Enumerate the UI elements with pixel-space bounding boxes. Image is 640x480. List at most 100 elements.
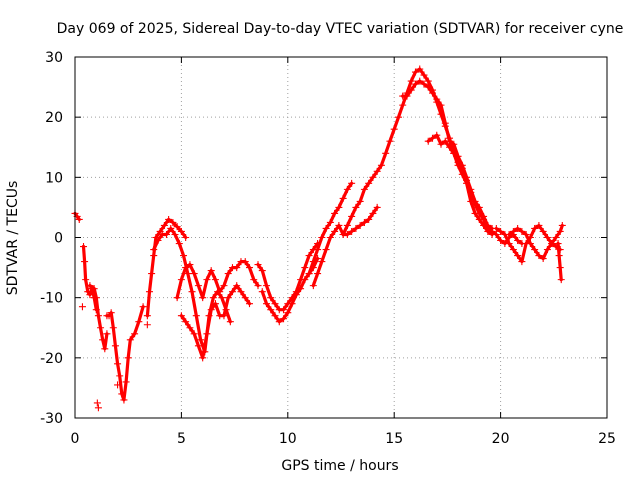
data-point <box>463 176 471 184</box>
data-point <box>365 179 373 187</box>
data-point <box>186 261 194 269</box>
data-point <box>450 140 458 148</box>
data-point <box>99 336 107 344</box>
data-point <box>114 381 122 389</box>
data-point <box>475 209 483 217</box>
data-point <box>437 140 445 148</box>
series-satellite-track-9 <box>254 240 322 314</box>
data-point <box>411 68 419 76</box>
data-point <box>492 224 500 232</box>
data-point <box>233 282 241 290</box>
data-point <box>109 324 117 332</box>
data-point <box>458 164 466 172</box>
data-point <box>80 243 88 251</box>
data-point <box>301 264 309 272</box>
x-tick-label: 10 <box>279 431 297 447</box>
data-point <box>450 149 458 157</box>
data-point <box>150 252 158 260</box>
data-point <box>326 234 334 241</box>
data-point <box>309 258 317 266</box>
data-point <box>192 312 200 320</box>
x-tick-label: 25 <box>598 431 616 447</box>
data-point <box>93 399 101 407</box>
x-tick-label: 5 <box>177 431 186 447</box>
series-satellite-track-5 <box>143 215 190 320</box>
data-point <box>377 161 385 169</box>
data-point <box>211 300 219 308</box>
data-point <box>407 86 415 94</box>
data-point <box>186 324 194 332</box>
data-point <box>122 378 130 386</box>
data-point <box>348 227 356 235</box>
data-point <box>531 224 539 232</box>
data-point <box>558 221 566 229</box>
data-point <box>454 158 462 166</box>
data-point <box>497 237 505 245</box>
data-point <box>165 215 173 223</box>
data-point <box>188 288 196 296</box>
data-point <box>237 288 245 296</box>
data-point <box>309 282 317 290</box>
data-point <box>556 264 564 272</box>
data-point <box>424 77 432 85</box>
data-point <box>305 252 313 260</box>
data-point <box>124 354 132 362</box>
data-point <box>241 258 249 266</box>
axis-tick-labels: 0 5 10 15 20 25 -30 -20 -10 0 10 20 30 <box>40 50 616 447</box>
data-point <box>484 224 492 232</box>
data-point <box>114 360 122 368</box>
data-point <box>343 185 351 193</box>
data-point <box>197 336 205 344</box>
y-axis-label: SDTVAR / TECUs <box>5 181 21 296</box>
data-point <box>555 252 563 260</box>
data-point <box>271 312 279 320</box>
x-tick-label: 20 <box>492 431 510 447</box>
data-point <box>224 294 232 302</box>
data-point <box>190 330 198 338</box>
series-satellite-track-11 <box>305 179 356 278</box>
data-point <box>86 291 94 299</box>
x-axis-label: GPS time / hours <box>281 458 398 474</box>
data-point <box>446 143 454 151</box>
data-point <box>339 194 347 202</box>
data-point <box>241 294 249 302</box>
data-point <box>416 65 424 73</box>
data-point <box>543 234 551 241</box>
data-point <box>101 345 109 353</box>
data-point <box>424 83 432 91</box>
data-point <box>382 149 390 157</box>
data-point <box>199 354 207 362</box>
y-tick-label: 20 <box>45 110 63 126</box>
data-point <box>131 330 139 338</box>
data-point <box>390 125 398 133</box>
data-point <box>314 246 322 254</box>
data-point <box>126 336 134 344</box>
data-point <box>322 246 330 254</box>
data-point <box>518 227 526 235</box>
data-point <box>356 197 364 205</box>
data-point <box>173 294 181 302</box>
data-point <box>492 230 500 238</box>
data-point <box>539 227 547 235</box>
data-point <box>267 306 275 314</box>
data-point <box>173 223 181 231</box>
y-tick-label: -10 <box>40 291 63 307</box>
data-point <box>103 330 111 338</box>
series-satellite-track-7 <box>173 258 262 302</box>
data-point <box>263 282 271 290</box>
data-point <box>386 137 394 145</box>
data-point <box>339 230 347 238</box>
data-point <box>254 261 262 269</box>
data-point <box>254 282 262 290</box>
data-point <box>552 234 560 241</box>
data-point <box>539 255 547 263</box>
data-point <box>177 312 185 320</box>
data-point <box>433 131 441 139</box>
data-point <box>497 227 505 235</box>
data-point <box>373 167 381 175</box>
series-satellite-track-3 <box>86 282 111 353</box>
data-point <box>488 227 496 235</box>
data-point <box>182 264 190 272</box>
data-point <box>352 224 360 232</box>
